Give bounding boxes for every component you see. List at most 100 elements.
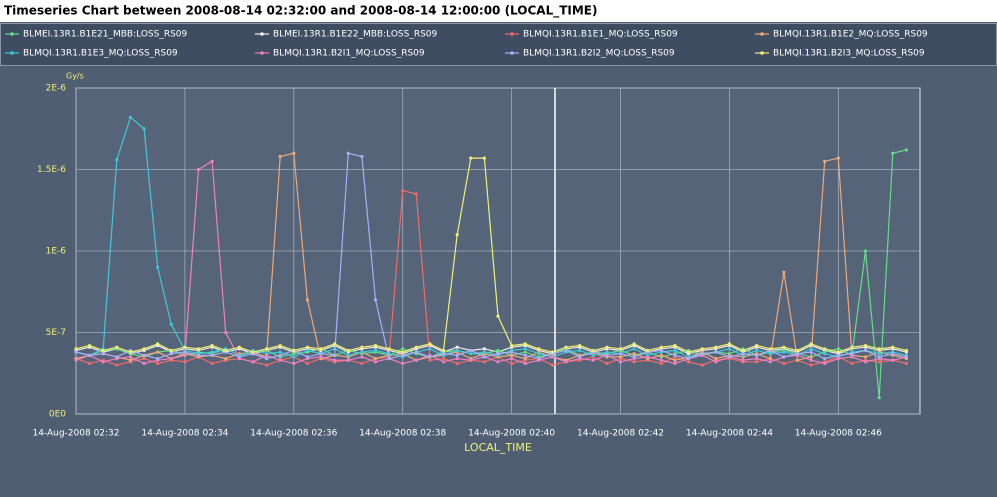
data-point bbox=[292, 361, 296, 366]
data-point bbox=[863, 249, 868, 253]
data-point bbox=[142, 127, 146, 131]
data-point bbox=[850, 361, 854, 366]
data-point bbox=[537, 356, 541, 361]
data-point bbox=[482, 156, 486, 160]
data-point bbox=[523, 356, 527, 361]
data-point bbox=[618, 360, 623, 364]
data-point bbox=[823, 361, 827, 366]
data-point bbox=[224, 356, 228, 361]
data-point bbox=[482, 360, 486, 364]
data-point bbox=[74, 358, 78, 362]
data-point bbox=[578, 348, 582, 353]
data-point bbox=[673, 348, 677, 353]
data-point bbox=[428, 358, 432, 362]
x-tick-label: 14-Aug-2008 02:32 bbox=[32, 429, 119, 439]
data-point bbox=[346, 151, 350, 155]
data-point bbox=[469, 352, 473, 356]
legend-swatch bbox=[510, 32, 514, 36]
data-point bbox=[156, 342, 160, 346]
data-point bbox=[414, 192, 418, 196]
data-point bbox=[605, 353, 609, 357]
legend-swatch bbox=[760, 51, 764, 55]
data-point bbox=[88, 353, 92, 357]
data-point bbox=[360, 154, 364, 159]
legend-label: BLMQI.13R1.B1E2_MQ:LOSS_RS09 bbox=[773, 30, 928, 40]
data-point bbox=[782, 350, 786, 354]
data-point bbox=[237, 345, 241, 349]
data-point bbox=[373, 356, 378, 361]
data-point bbox=[224, 348, 228, 353]
data-point bbox=[101, 352, 105, 356]
data-point bbox=[877, 355, 881, 359]
data-point bbox=[346, 358, 350, 362]
data-point bbox=[891, 352, 895, 356]
legend-swatch bbox=[760, 32, 764, 36]
y-tick-label: 1E-6 bbox=[46, 247, 67, 257]
data-point bbox=[836, 347, 840, 351]
data-point bbox=[101, 360, 105, 364]
data-point bbox=[156, 361, 160, 366]
legend-swatch bbox=[10, 51, 14, 55]
data-point bbox=[823, 159, 827, 163]
data-point bbox=[401, 189, 405, 193]
data-point bbox=[292, 355, 296, 359]
data-point bbox=[251, 360, 255, 364]
data-point bbox=[305, 345, 310, 349]
data-point bbox=[441, 348, 446, 353]
data-point bbox=[618, 352, 623, 356]
data-point bbox=[482, 347, 486, 351]
data-point bbox=[128, 358, 133, 362]
data-point bbox=[836, 156, 840, 160]
x-tick-label: 14-Aug-2008 02:38 bbox=[359, 429, 446, 439]
data-point bbox=[292, 352, 296, 356]
data-point bbox=[169, 322, 173, 326]
data-point bbox=[863, 360, 868, 364]
legend-swatch bbox=[510, 51, 514, 55]
legend-label: BLMEI.13R1.B1E22_MBB:LOSS_RS09 bbox=[273, 30, 438, 40]
chart-title: Timeseries Chart between 2008-08-14 02:3… bbox=[4, 4, 597, 19]
data-point bbox=[877, 352, 881, 356]
data-point bbox=[795, 358, 800, 362]
data-point bbox=[210, 353, 214, 357]
data-point bbox=[156, 356, 160, 361]
data-point bbox=[863, 343, 868, 348]
data-point bbox=[183, 345, 187, 349]
data-point bbox=[128, 350, 133, 354]
data-point bbox=[346, 353, 350, 357]
data-point bbox=[292, 348, 296, 353]
data-point bbox=[251, 350, 255, 354]
data-point bbox=[836, 353, 840, 357]
data-point bbox=[700, 352, 704, 356]
data-point bbox=[904, 355, 908, 359]
data-point bbox=[373, 343, 378, 348]
data-point bbox=[768, 347, 772, 351]
data-point bbox=[169, 352, 173, 356]
series-line bbox=[75, 152, 907, 360]
data-point bbox=[564, 360, 568, 364]
data-point bbox=[510, 343, 514, 348]
data-point bbox=[142, 356, 146, 361]
data-point bbox=[755, 348, 759, 353]
data-point bbox=[632, 360, 636, 364]
data-point bbox=[278, 358, 282, 362]
data-point bbox=[550, 355, 555, 359]
data-point bbox=[809, 342, 813, 346]
data-point bbox=[714, 345, 718, 349]
data-point bbox=[700, 363, 704, 367]
data-point bbox=[850, 352, 854, 356]
data-point bbox=[727, 355, 732, 359]
data-point bbox=[455, 356, 459, 361]
data-point bbox=[428, 347, 432, 351]
data-point bbox=[360, 355, 364, 359]
data-point bbox=[605, 345, 609, 349]
data-point bbox=[673, 353, 677, 357]
data-point bbox=[142, 361, 146, 366]
data-point bbox=[305, 298, 310, 302]
data-point bbox=[768, 352, 772, 356]
data-point bbox=[850, 355, 854, 359]
data-point bbox=[496, 352, 500, 356]
data-point bbox=[360, 345, 364, 349]
legend-label: BLMQI.13R1.B2I1_MQ:LOSS_RS09 bbox=[273, 49, 425, 59]
data-point bbox=[482, 355, 486, 359]
